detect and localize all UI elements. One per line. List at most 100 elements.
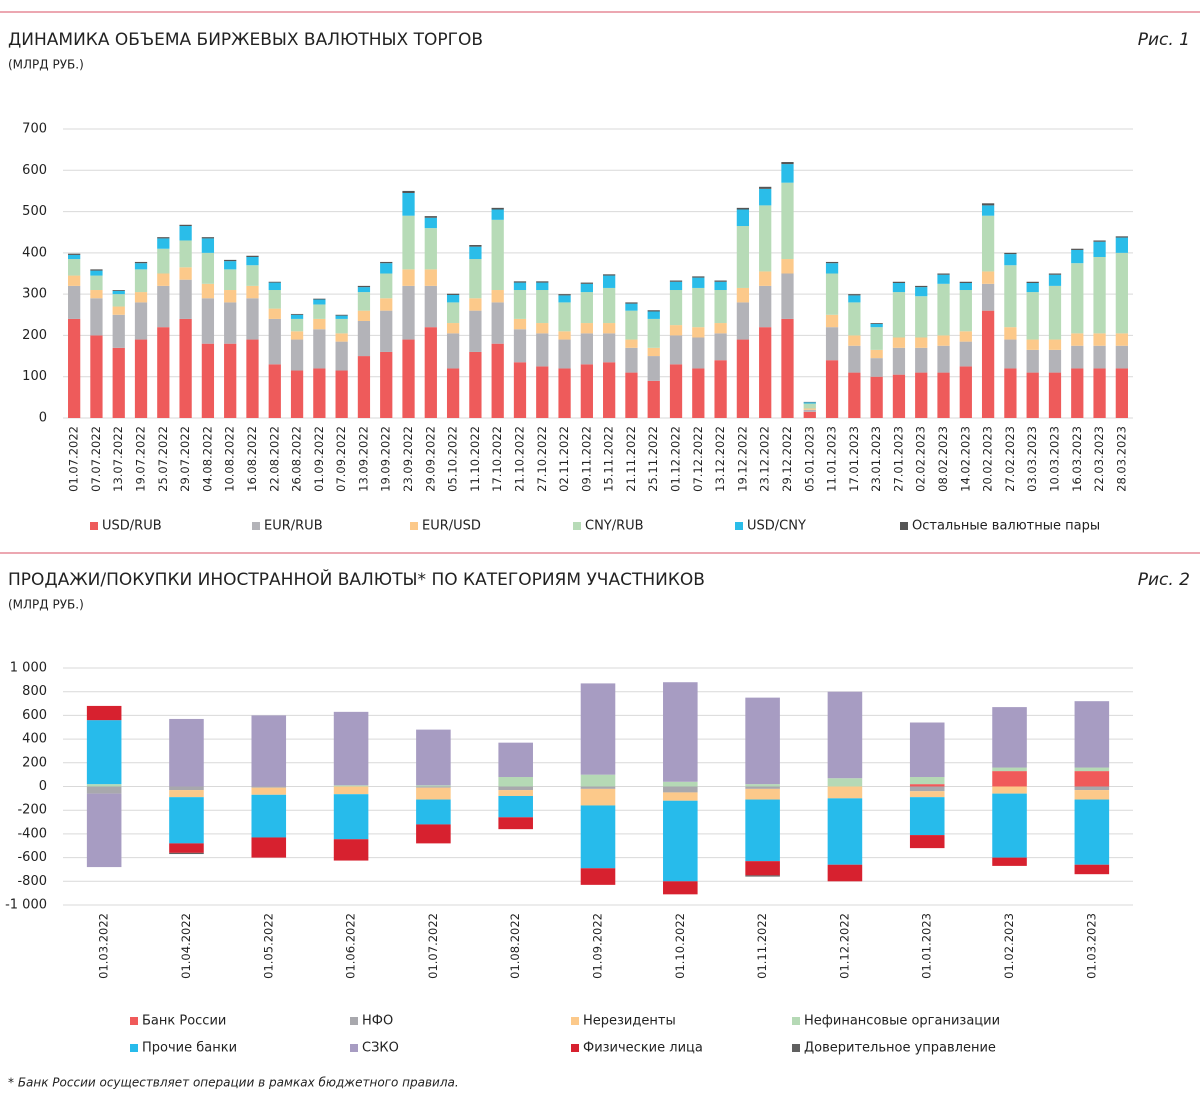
x-tick-label: 22.03.2023 bbox=[1092, 426, 1106, 492]
bar-segment bbox=[803, 408, 816, 410]
bar-segment bbox=[157, 327, 170, 418]
bar-segment bbox=[781, 162, 794, 165]
x-tick-label: 27.01.2023 bbox=[891, 426, 905, 492]
bar-segment bbox=[992, 707, 1027, 768]
x-tick-label: 02.02.2023 bbox=[914, 426, 928, 492]
figure-label: Рис. 1 bbox=[1138, 30, 1190, 50]
legend-label: Нерезиденты bbox=[583, 1014, 676, 1029]
bar-segment bbox=[603, 287, 616, 324]
bar-segment bbox=[86, 793, 122, 868]
bar-segment bbox=[848, 294, 861, 296]
bar-segment bbox=[759, 285, 772, 328]
bar-segment bbox=[68, 259, 81, 276]
x-tick-label: 03.03.2023 bbox=[1025, 426, 1039, 492]
x-tick-label: 27.10.2022 bbox=[535, 426, 549, 492]
bar-segment bbox=[446, 368, 460, 418]
x-tick-label: 13.09.2022 bbox=[356, 426, 370, 492]
bar-segment bbox=[335, 315, 348, 319]
bar-segment bbox=[1115, 236, 1128, 238]
bar-segment bbox=[169, 786, 204, 791]
bar-segment bbox=[1048, 349, 1062, 373]
bar-segment bbox=[416, 786, 451, 788]
bar-segment bbox=[714, 333, 727, 361]
bar-segment bbox=[1048, 285, 1062, 340]
bar-segment bbox=[892, 347, 906, 375]
bar-segment bbox=[491, 290, 504, 303]
bar-segment bbox=[915, 287, 928, 297]
bar-segment bbox=[68, 275, 81, 286]
bar-segment bbox=[692, 327, 705, 338]
x-tick-label: 01.09.2022 bbox=[312, 426, 326, 492]
y-tick-label: 0 bbox=[39, 411, 47, 426]
bar-segment bbox=[892, 337, 906, 348]
bar-segment bbox=[580, 683, 616, 775]
bar-segment bbox=[169, 843, 204, 853]
bar-segment bbox=[1026, 372, 1039, 418]
legend-label: Нефинансовые организации bbox=[804, 1014, 1000, 1029]
bar-segment bbox=[380, 351, 393, 418]
bar-segment bbox=[1004, 254, 1017, 266]
bar-segment bbox=[1115, 368, 1128, 418]
bar-segment bbox=[647, 311, 660, 319]
legend-swatch bbox=[130, 1044, 138, 1052]
bar-segment bbox=[803, 411, 816, 418]
bar-segment bbox=[1048, 273, 1062, 275]
bar-segment bbox=[937, 372, 950, 418]
x-tick-label: 01.08.2022 bbox=[508, 913, 522, 979]
bar-segment bbox=[825, 360, 839, 418]
bar-segment bbox=[959, 290, 972, 332]
bar-segment bbox=[992, 771, 1027, 787]
bar-segment bbox=[745, 799, 780, 862]
bar-segment bbox=[669, 364, 683, 418]
x-tick-label: 01.04.2022 bbox=[179, 913, 193, 979]
bar-segment bbox=[201, 343, 215, 418]
legend-label: Прочие банки bbox=[142, 1041, 237, 1056]
bar-segment bbox=[290, 331, 304, 340]
bar-segment bbox=[179, 224, 192, 227]
x-tick-label: 01.06.2022 bbox=[344, 913, 358, 979]
x-tick-label: 29.09.2022 bbox=[423, 426, 437, 492]
bar-segment bbox=[692, 277, 705, 288]
bar-segment bbox=[357, 320, 371, 357]
bar-segment bbox=[513, 329, 527, 363]
bar-segment bbox=[892, 292, 906, 338]
y-tick-label: 1 000 bbox=[10, 661, 47, 676]
bar-segment bbox=[536, 281, 549, 283]
legend-label: EUR/USD bbox=[422, 519, 481, 534]
bar-segment bbox=[513, 318, 527, 330]
bar-segment bbox=[692, 287, 705, 328]
x-tick-label: 26.08.2022 bbox=[290, 426, 304, 492]
x-tick-label: 01.11.2022 bbox=[755, 913, 769, 979]
y-tick-label: 600 bbox=[22, 163, 47, 178]
bar-segment bbox=[803, 409, 816, 412]
bar-segment bbox=[86, 705, 122, 721]
bar-segment bbox=[157, 285, 170, 328]
bar-segment bbox=[333, 711, 369, 786]
bar-segment bbox=[1026, 292, 1039, 340]
chart-title: ДИНАМИКА ОБЪЕМА БИРЖЕВЫХ ВАЛЮТНЫХ ТОРГОВ bbox=[8, 30, 483, 50]
footnote: * Банк России осуществляет операции в ра… bbox=[8, 1076, 459, 1090]
bar-segment bbox=[333, 794, 369, 840]
bar-segment bbox=[424, 327, 437, 418]
bar-segment bbox=[333, 785, 369, 787]
bar-segment bbox=[90, 335, 103, 418]
bar-segment bbox=[268, 290, 281, 309]
bar-segment bbox=[892, 374, 906, 418]
bar-segment bbox=[357, 356, 371, 418]
bar-segment bbox=[1004, 327, 1017, 340]
x-tick-label: 17.10.2022 bbox=[490, 426, 504, 492]
y-tick-label: -800 bbox=[17, 874, 47, 889]
x-tick-label: 01.01.2023 bbox=[920, 913, 934, 979]
bar-segment bbox=[736, 226, 750, 288]
bar-segment bbox=[290, 314, 304, 319]
bar-segment bbox=[313, 318, 326, 330]
bar-segment bbox=[246, 256, 259, 266]
bar-segment bbox=[1074, 790, 1110, 800]
x-tick-label: 05.10.2022 bbox=[446, 426, 460, 492]
bar-segment bbox=[580, 283, 593, 293]
y-tick-label: 600 bbox=[22, 708, 47, 723]
bar-segment bbox=[1093, 333, 1106, 346]
bar-segment bbox=[416, 799, 451, 825]
bar-segment bbox=[647, 356, 660, 381]
bar-segment bbox=[513, 362, 527, 418]
